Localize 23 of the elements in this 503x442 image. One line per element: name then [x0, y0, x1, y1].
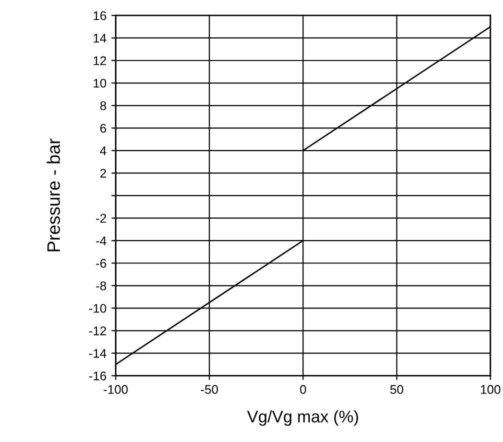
y-tick-label: 10: [94, 78, 106, 88]
y-tick-label: -10: [89, 304, 106, 313]
y-tick-label: 12: [94, 56, 106, 66]
y-tick-label: -4: [96, 236, 106, 246]
y-tick-label: -16: [89, 372, 106, 380]
y-tick-label: -2: [96, 214, 106, 223]
x-tick-label: 50: [390, 385, 404, 394]
x-tick-label: 0: [300, 385, 306, 394]
x-tick-label: -100: [104, 385, 128, 394]
y-tick-label: -14: [89, 349, 106, 358]
x-tick-label: 100: [480, 385, 500, 394]
y-axis-title: Pressure - bar: [46, 138, 60, 252]
y-tick-label: -6: [96, 258, 106, 268]
y-tick-label: -8: [96, 281, 106, 290]
x-axis-title: Vg/Vg max (%): [247, 410, 358, 426]
y-tick-label: 8: [100, 101, 106, 110]
y-tick-label: 14: [94, 34, 106, 43]
y-tick-label: 2: [100, 168, 106, 178]
x-tick-label: -50: [200, 385, 218, 394]
y-tick-label: -12: [89, 326, 106, 336]
y-tick-label: 4: [100, 146, 106, 156]
y-tick-label: 6: [100, 124, 106, 133]
y-tick-label: 16: [94, 11, 106, 20]
